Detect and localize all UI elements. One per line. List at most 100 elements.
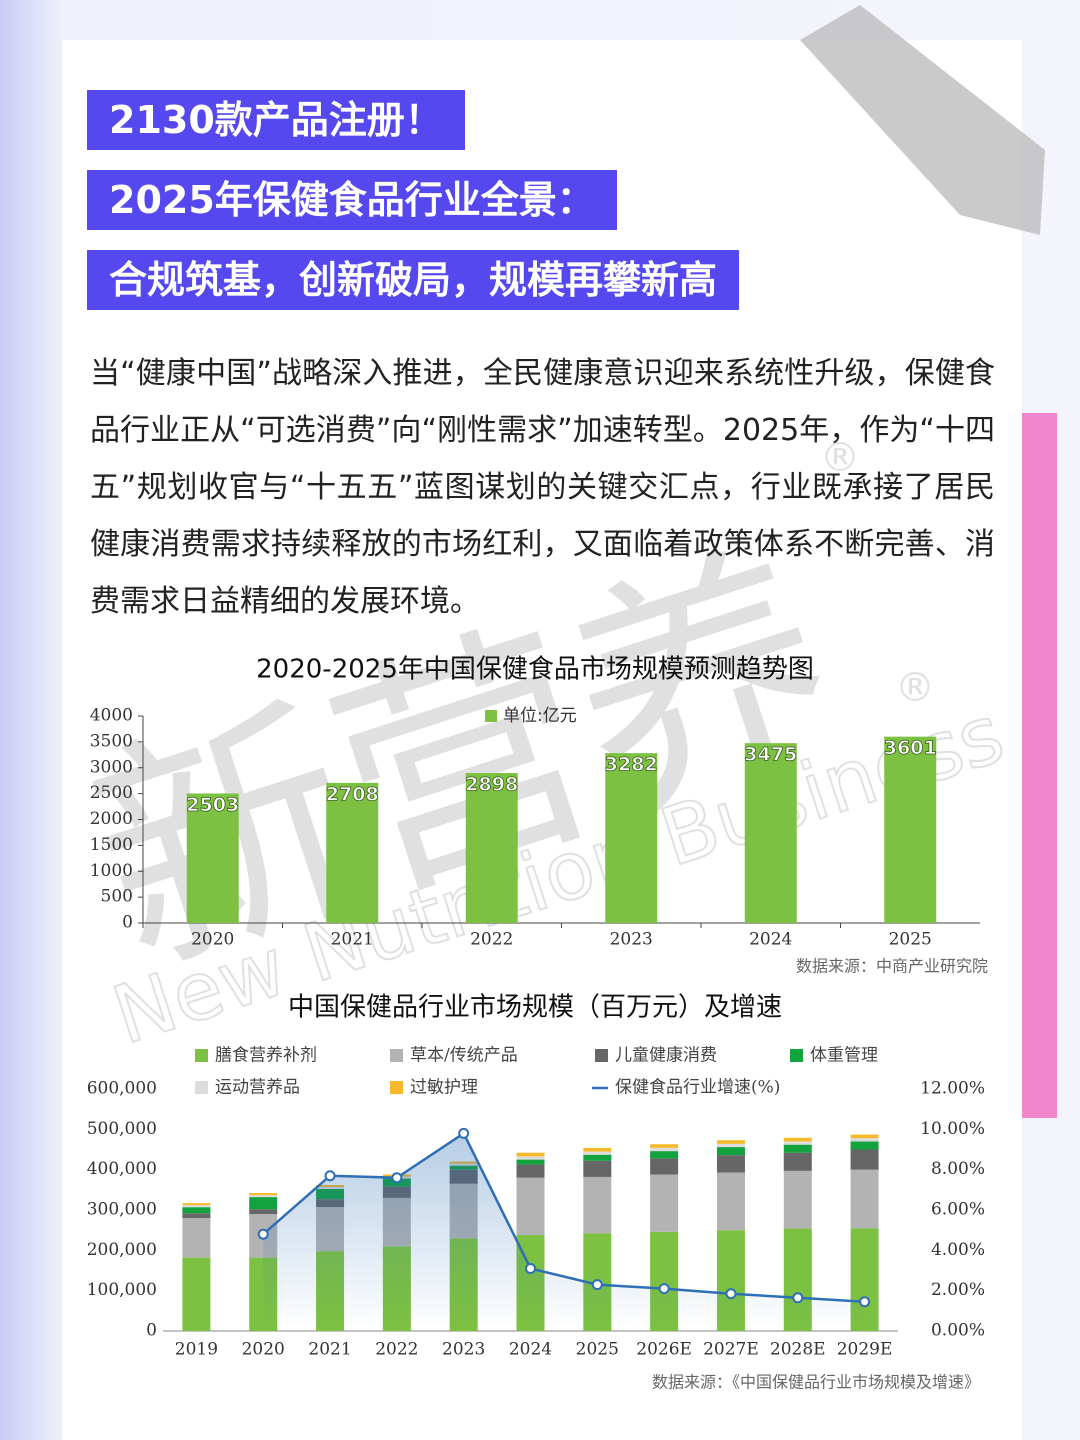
chart-title: 2020-2025年中国保健食品市场规模预测趋势图 bbox=[256, 655, 814, 685]
bar-segment bbox=[249, 1193, 278, 1196]
bar-segment bbox=[650, 1151, 679, 1159]
y2-tick-label: 0.00% bbox=[931, 1321, 985, 1341]
bar-segment bbox=[716, 1155, 745, 1173]
watermark-mark: ® bbox=[820, 435, 860, 481]
y-tick-label: 500 bbox=[101, 887, 133, 907]
x-tick-label: 2027E bbox=[703, 1340, 759, 1360]
title-line: 合规筑基，创新破局，规模再攀新高 bbox=[87, 250, 740, 310]
bar-segment bbox=[249, 1209, 278, 1215]
legend-label: 草本/传统产品 bbox=[410, 1046, 518, 1066]
y2-tick-label: 6.00% bbox=[931, 1200, 985, 1220]
bar bbox=[884, 736, 937, 923]
bar-segment bbox=[783, 1141, 812, 1145]
bar bbox=[465, 773, 518, 923]
legend-label: 膳食营养补剂 bbox=[215, 1046, 317, 1066]
legend-swatch bbox=[595, 1049, 608, 1062]
bar-segment bbox=[583, 1151, 612, 1155]
bar-segment bbox=[783, 1152, 812, 1171]
x-tick-label: 2024 bbox=[509, 1340, 552, 1360]
chart-title: 中国保健品行业市场规模（百万元）及增速 bbox=[288, 993, 782, 1023]
x-tick-label: 2021 bbox=[331, 930, 374, 950]
y-tick-label: 1500 bbox=[90, 835, 133, 855]
y-tick-label: 500,000 bbox=[87, 1119, 157, 1139]
bar-segment bbox=[716, 1143, 745, 1148]
line-point bbox=[859, 1296, 871, 1308]
y-tick-label: 3500 bbox=[90, 731, 133, 751]
title-line: 2130款产品注册！ bbox=[87, 90, 465, 150]
legend-swatch bbox=[195, 1081, 208, 1094]
bar-segment bbox=[783, 1170, 812, 1229]
x-tick-label: 2024 bbox=[749, 930, 792, 950]
legend-label: 儿童健康消费 bbox=[615, 1046, 717, 1066]
y-tick-label: 2000 bbox=[90, 809, 133, 829]
bar-segment bbox=[650, 1144, 679, 1148]
bar-segment bbox=[249, 1197, 278, 1210]
y-tick-label: 300,000 bbox=[87, 1200, 157, 1220]
bar-segment bbox=[583, 1176, 612, 1234]
source: 数据来源：中商产业研究院 bbox=[796, 957, 988, 976]
x-tick-label: 2025 bbox=[889, 930, 932, 950]
legend-label: 运动营养品 bbox=[215, 1078, 300, 1098]
line-point bbox=[324, 1170, 336, 1182]
y2-tick-label: 4.00% bbox=[931, 1240, 985, 1260]
x-tick-label: 2023 bbox=[610, 930, 653, 950]
line-point bbox=[591, 1279, 603, 1291]
bar-segment bbox=[182, 1218, 211, 1258]
line bbox=[262, 1131, 865, 1304]
legend-label: 过敏护理 bbox=[410, 1078, 478, 1098]
bar-segment bbox=[716, 1147, 745, 1156]
x-tick-label: 2020 bbox=[191, 930, 234, 950]
value-label: 2503 bbox=[186, 794, 239, 816]
y-tick-label: 400,000 bbox=[87, 1159, 157, 1179]
bar-segment bbox=[716, 1172, 745, 1231]
y2-tick-label: 10.00% bbox=[920, 1119, 985, 1139]
legend-swatch bbox=[195, 1049, 208, 1062]
line-point bbox=[391, 1172, 403, 1184]
y2-tick-label: 8.00% bbox=[931, 1159, 985, 1179]
value-label: 2708 bbox=[326, 783, 379, 805]
y2-tick-label: 2.00% bbox=[931, 1280, 985, 1300]
value-label: 3601 bbox=[884, 737, 937, 759]
legend-swatch bbox=[790, 1049, 803, 1062]
bar-segment bbox=[516, 1177, 545, 1236]
y-tick-label: 2500 bbox=[90, 783, 133, 803]
line-point bbox=[792, 1292, 804, 1304]
bar-segment bbox=[583, 1154, 612, 1161]
bar-segment bbox=[182, 1207, 211, 1214]
legend-label: 体重管理 bbox=[810, 1046, 878, 1066]
x-tick-label: 2019 bbox=[175, 1340, 218, 1360]
bar-segment bbox=[650, 1174, 679, 1232]
bar-segment bbox=[583, 1160, 612, 1177]
bar-segment bbox=[516, 1156, 545, 1160]
bar-segment bbox=[716, 1140, 745, 1144]
bar bbox=[186, 793, 239, 923]
watermark-mark: ® bbox=[895, 665, 935, 711]
bar bbox=[605, 753, 658, 923]
y-tick-label: 0 bbox=[146, 1321, 157, 1341]
title-line: 2025年保健食品行业全景： bbox=[87, 170, 617, 230]
y-tick-label: 200,000 bbox=[87, 1240, 157, 1260]
bar-segment bbox=[516, 1164, 545, 1178]
x-tick-label: 2022 bbox=[375, 1340, 418, 1360]
x-tick-label: 2029E bbox=[837, 1340, 893, 1360]
accent-bar bbox=[1022, 413, 1057, 1118]
y-tick-label: 4000 bbox=[90, 706, 133, 726]
line-area bbox=[263, 1133, 865, 1331]
line-point bbox=[458, 1127, 470, 1139]
value-label: 3282 bbox=[605, 754, 658, 776]
bar-segment bbox=[516, 1159, 545, 1165]
ribbon-decoration bbox=[800, 5, 1045, 235]
line-point bbox=[257, 1228, 269, 1240]
bar-segment bbox=[182, 1257, 211, 1331]
y-tick-label: 1000 bbox=[90, 861, 133, 881]
source: 数据来源：《中国保健品行业市场规模及增速》 bbox=[652, 1373, 980, 1392]
bar-segment bbox=[249, 1195, 278, 1198]
y-tick-label: 3000 bbox=[90, 757, 133, 777]
legend-label: 单位:亿元 bbox=[503, 706, 577, 726]
bar-segment bbox=[850, 1169, 879, 1229]
line-point bbox=[525, 1262, 536, 1274]
legend-swatch bbox=[390, 1081, 403, 1094]
bar-segment bbox=[182, 1203, 211, 1206]
